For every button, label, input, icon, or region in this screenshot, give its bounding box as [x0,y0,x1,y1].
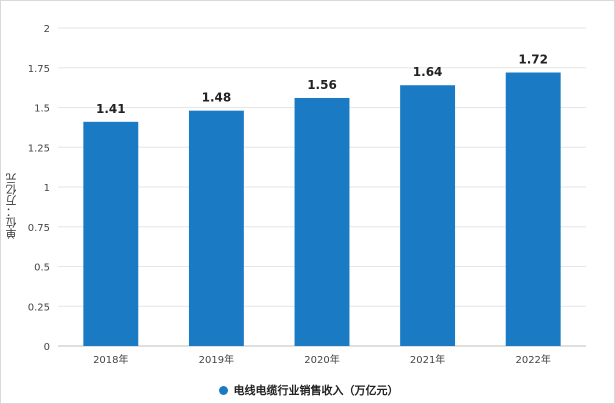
y-tick-label: 1.5 [34,104,50,115]
bar [505,72,561,347]
y-tick-label: 1.25 [28,143,50,154]
y-tick-label: 0 [44,342,50,353]
data-label: 1.41 [96,102,126,116]
legend-swatch [218,385,228,395]
x-tick-label: 2020年 [304,353,339,366]
y-tick-label: 0.25 [28,302,50,313]
bar [188,110,244,347]
legend-label: 电线电缆行业销售收入（万亿元） [233,384,399,397]
bar-chart: 0 0.25 0.5 0.75 1 1.25 1.5 1.75 2 1.41 2018年 1.48 20… [28,24,586,366]
bar [400,85,456,347]
data-label: 1.48 [202,91,232,105]
y-tick-label: 0.75 [28,223,50,234]
y-tick-label: 0.5 [34,263,50,274]
bar [83,121,139,346]
legend: 电线电缆行业销售收入（万亿元） [1,382,615,398]
y-tick-label: 1 [44,183,50,194]
data-label: 1.64 [413,65,443,79]
y-tick-label: 2 [44,24,50,35]
data-label: 1.72 [518,53,548,67]
data-label: 1.56 [307,78,337,92]
x-tick-label: 2021年 [410,353,445,366]
y-axis-label: 单位：万亿元 [5,173,18,239]
x-tick-label: 2019年 [199,353,234,366]
bar [294,97,350,347]
y-tick-label: 1.75 [28,64,50,75]
x-tick-label: 2018年 [93,353,128,366]
x-tick-label: 2022年 [515,353,550,366]
